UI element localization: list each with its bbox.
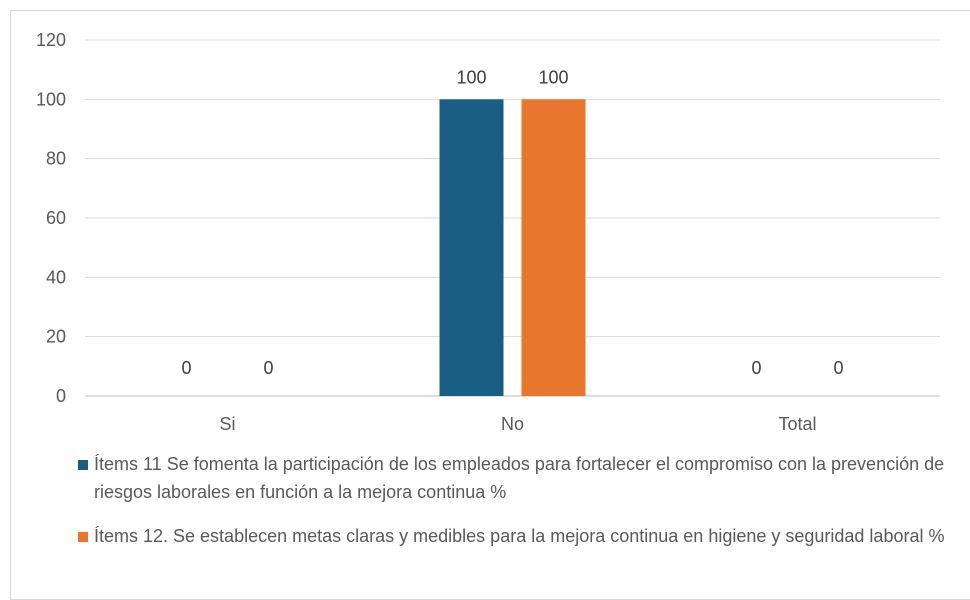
data-label: 100 [538, 67, 568, 87]
bar [521, 99, 586, 396]
y-tick-label: 120 [36, 30, 66, 50]
y-tick-label: 40 [46, 267, 66, 287]
y-tick-label: 60 [46, 208, 66, 228]
bars [439, 99, 586, 396]
x-tick-label: Total [778, 414, 816, 434]
legend-label: Ítems 11 Se fomenta la participación de … [94, 454, 944, 502]
data-labels: 0 0 100 100 0 0 [181, 67, 843, 378]
bar-chart: 0 20 40 60 80 100 120 0 0 100 100 0 0 Si No Total Íte… [36, 30, 945, 546]
y-tick-label: 20 [46, 327, 66, 347]
data-label: 100 [456, 67, 486, 87]
y-tick-label: 100 [36, 89, 66, 109]
legend-swatch [78, 532, 88, 542]
gridlines [85, 39, 940, 397]
data-label: 0 [751, 358, 761, 378]
x-tick-label: No [501, 414, 524, 434]
legend: Ítems 11 Se fomenta la participación de … [78, 454, 944, 546]
y-tick-label: 80 [46, 149, 66, 169]
x-tick-label: Si [219, 414, 235, 434]
y-tick-label: 0 [56, 386, 66, 406]
legend-swatch [78, 460, 88, 470]
data-label: 0 [263, 358, 273, 378]
y-axis-tick-labels: 0 20 40 60 80 100 120 [36, 30, 66, 406]
legend-label: Ítems 12. Se establecen metas claras y m… [94, 526, 944, 546]
data-label: 0 [833, 358, 843, 378]
x-axis-tick-labels: Si No Total [219, 414, 816, 434]
bar [439, 99, 504, 396]
data-label: 0 [181, 358, 191, 378]
